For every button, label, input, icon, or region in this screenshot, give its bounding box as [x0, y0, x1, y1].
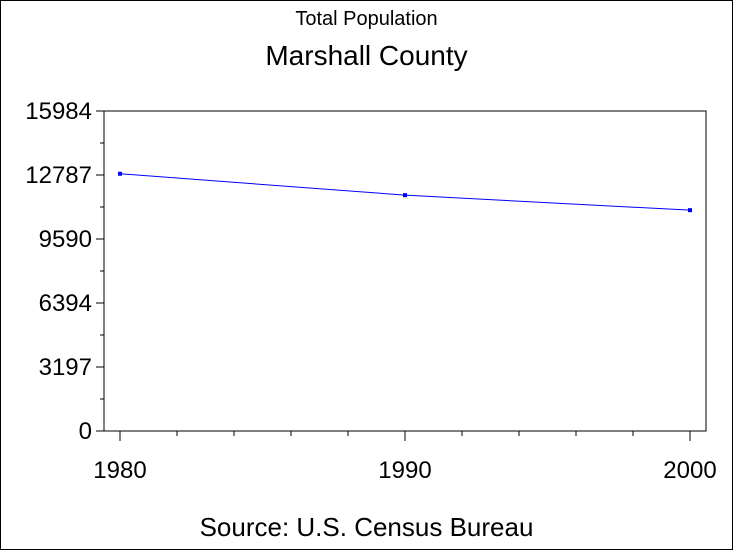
series-line [119, 173, 691, 211]
plot-area [103, 110, 707, 432]
y-axis: 0 3197 6394 9590 12787 15984 [25, 98, 104, 445]
y-tick-label: 9590 [39, 226, 92, 253]
x-tick-label: 1980 [93, 457, 146, 484]
y-tick-label: 12787 [25, 162, 92, 189]
data-point [688, 208, 692, 213]
series-layer [118, 171, 692, 213]
data-point [403, 193, 407, 198]
x-tick-label: 2000 [663, 457, 716, 484]
y-tick-label: 0 [79, 418, 92, 445]
y-tick-label: 6394 [39, 290, 92, 317]
chart-source-note: Source: U.S. Census Bureau [199, 512, 534, 542]
x-tick-label: 1990 [378, 457, 431, 484]
chart-title: Marshall County [265, 40, 468, 71]
data-point [118, 171, 122, 176]
chart-subtitle: Total Population [295, 8, 438, 30]
y-tick-label: 15984 [25, 98, 92, 125]
y-tick-label: 3197 [39, 354, 92, 381]
x-axis: 1980 1990 2000 [93, 431, 717, 484]
